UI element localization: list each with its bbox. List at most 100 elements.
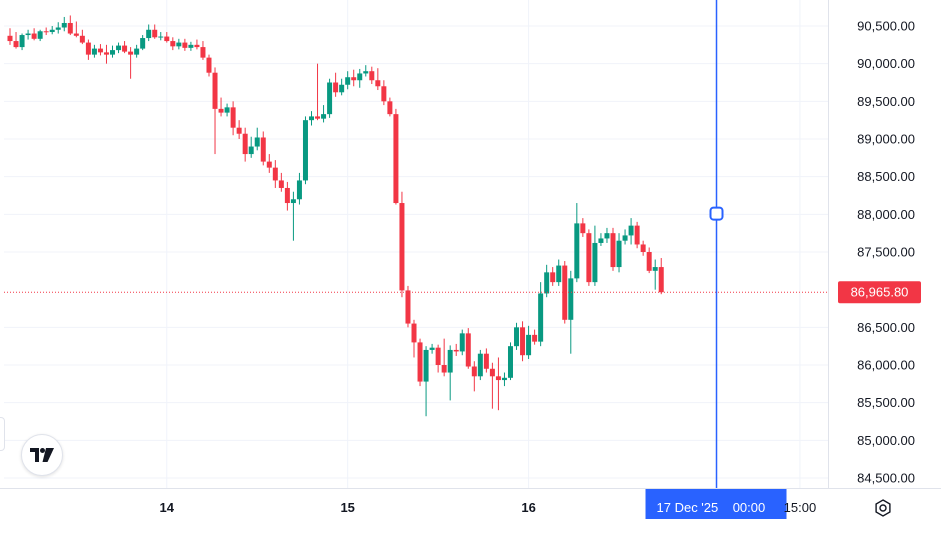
candle	[598, 233, 604, 246]
settings-gear-icon[interactable]	[872, 497, 894, 519]
candle	[134, 44, 140, 58]
candle	[628, 218, 634, 245]
candle	[514, 322, 520, 350]
candle-body	[351, 77, 357, 81]
candle-body	[363, 71, 369, 74]
candle	[381, 80, 387, 106]
candle-body	[447, 349, 453, 373]
candle-body	[200, 47, 206, 58]
candle-body	[188, 44, 194, 48]
side-panel-toggle[interactable]	[0, 417, 5, 451]
candle	[296, 172, 302, 205]
candle	[97, 44, 103, 56]
candle-body	[399, 203, 405, 291]
candle-body	[128, 51, 134, 55]
candle-body	[176, 42, 182, 47]
tradingview-logo-icon[interactable]	[21, 434, 63, 476]
candle	[363, 65, 369, 77]
candle	[103, 44, 109, 64]
candle	[580, 218, 586, 237]
candle-body	[471, 366, 477, 377]
candle-body	[182, 42, 188, 48]
candle-body	[507, 346, 513, 378]
candle	[19, 33, 25, 51]
candle	[309, 111, 314, 126]
candle	[429, 343, 435, 354]
candle-body	[260, 137, 266, 162]
y-tick-label: 88,000.00	[857, 207, 915, 222]
crosshair-time-badge	[645, 489, 787, 519]
candle	[495, 357, 501, 411]
candle	[85, 39, 91, 60]
candle	[206, 54, 212, 77]
candle	[568, 270, 574, 354]
candle-body	[598, 238, 604, 243]
candle	[501, 372, 507, 387]
y-tick-label: 86,000.00	[857, 358, 915, 373]
candle-body	[574, 223, 580, 279]
candle-body	[284, 187, 290, 204]
candle-body	[25, 33, 31, 36]
candle	[31, 28, 37, 41]
candle	[339, 78, 345, 96]
candle	[604, 227, 610, 243]
candle	[224, 103, 230, 117]
candle	[302, 116, 308, 185]
candle	[435, 344, 441, 373]
candle	[441, 338, 447, 377]
candle-body	[224, 107, 230, 113]
candle	[321, 105, 327, 123]
candle	[417, 338, 423, 387]
candle	[55, 22, 61, 34]
candle	[327, 78, 333, 118]
last-price-label: 86,965.80	[851, 285, 909, 300]
candle-body	[49, 29, 55, 33]
candle	[459, 329, 465, 356]
candle	[73, 21, 79, 38]
candle	[242, 127, 248, 162]
candle-body	[212, 72, 218, 109]
x-tick-label: 14	[160, 500, 175, 515]
candle-body	[562, 265, 568, 320]
candle-body	[315, 116, 321, 119]
candle-body	[73, 33, 79, 36]
candle	[278, 172, 284, 192]
candle	[272, 160, 278, 188]
candle	[526, 325, 532, 359]
candle	[447, 345, 453, 401]
candle	[586, 229, 592, 286]
candle	[200, 41, 206, 60]
y-tick-label: 89,000.00	[857, 132, 915, 147]
candle-body	[435, 347, 441, 365]
candle-body	[375, 80, 381, 87]
candle	[37, 29, 43, 42]
candle-body	[538, 293, 544, 342]
candle-body	[248, 146, 254, 155]
candle-body	[158, 36, 164, 38]
candle	[532, 329, 538, 345]
candle-body	[357, 73, 363, 81]
y-tick-label: 88,500.00	[857, 169, 915, 184]
candle-body	[140, 38, 146, 49]
candle	[158, 32, 164, 41]
candle	[556, 259, 562, 286]
candle-body	[122, 45, 128, 52]
candle-body	[658, 267, 664, 293]
candle	[652, 259, 658, 290]
candle-body	[272, 167, 278, 181]
candle-body	[339, 84, 345, 93]
candle	[218, 97, 224, 117]
candle-body	[580, 223, 586, 234]
candle-body	[405, 290, 411, 324]
crosshair-handle[interactable]	[709, 206, 724, 221]
candle	[116, 42, 122, 54]
candle	[562, 261, 568, 324]
candle	[254, 127, 260, 151]
candle	[405, 285, 411, 328]
candle	[658, 258, 664, 295]
axes[interactable]: 90,500.00 90,000.00 89,500.00 89,000.00 88,5…	[0, 0, 941, 515]
candle	[284, 181, 290, 211]
candle-body	[604, 233, 610, 239]
